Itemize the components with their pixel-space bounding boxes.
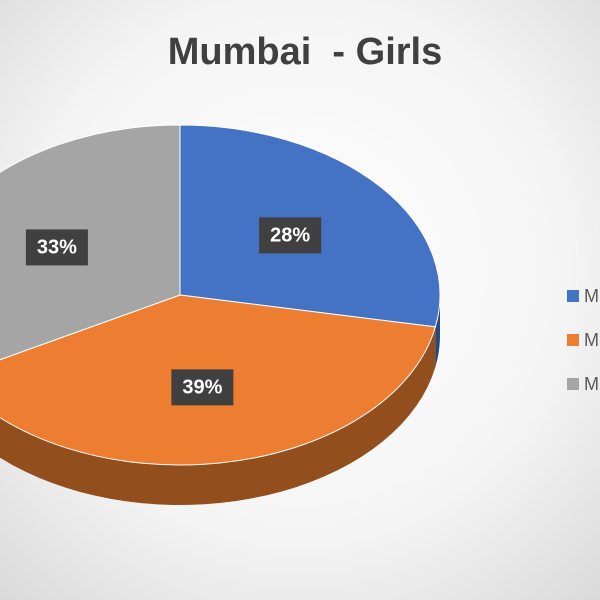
- data-label-box: [171, 369, 234, 406]
- slice-side: [0, 326, 436, 505]
- data-label: 33%: [37, 237, 77, 259]
- legend-swatch: [567, 334, 579, 346]
- pie: [0, 124, 441, 505]
- legend-label: M: [584, 330, 599, 350]
- data-label: 28%: [270, 225, 310, 247]
- legend-swatch: [567, 290, 579, 302]
- chart-title: Mumbai - Girls: [168, 31, 442, 73]
- data-labels: 28% 39% 33%: [25, 217, 322, 406]
- legend-label: M: [584, 286, 599, 306]
- legend-label: M: [584, 374, 599, 394]
- slice: [0, 124, 181, 361]
- data-label-box: [25, 229, 88, 266]
- data-label: 39%: [182, 377, 222, 399]
- legend: M M M: [567, 286, 599, 394]
- data-label-box: [259, 217, 322, 254]
- legend-swatch: [567, 378, 579, 390]
